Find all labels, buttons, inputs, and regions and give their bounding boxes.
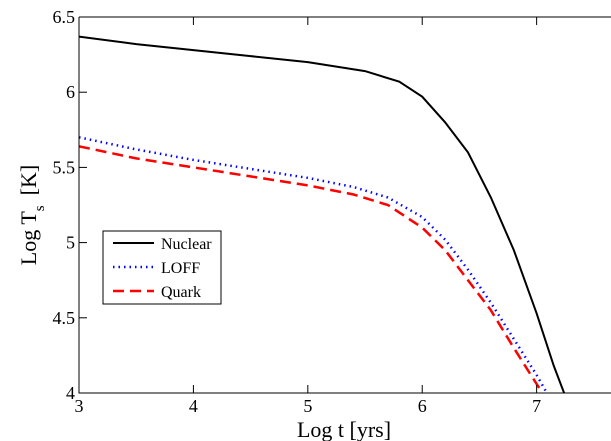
legend-label-nuclear: Nuclear [161,236,212,253]
plot-area [79,35,566,393]
y-tick-label: 6.5 [53,7,76,27]
y-axis-label-sub: s [32,205,48,211]
series-line-quark [79,145,544,393]
x-tick-label: 6 [418,396,427,416]
x-tick-label: 3 [75,396,84,416]
x-axis-label: Log t [yrs] [297,417,391,441]
series-line-nuclear [79,35,566,393]
axes: 3 4 5 6 744.555.566.5 [53,7,611,416]
y-tick-label: 6 [66,82,75,102]
y-tick-label: 4 [66,383,75,403]
y-axis-label: Log Ts [K] [16,165,48,265]
legend-label-quark: Quark [161,284,201,301]
y-axis-label-unit: [K] [16,165,41,196]
x-tick-label: 5 [303,396,312,416]
axes-frame [78,16,611,394]
y-tick-label: 4.5 [53,308,76,328]
x-tick-label: 7 [532,396,541,416]
svg-text:Log Ts[K]: Log Ts [K] [16,165,48,265]
y-tick-label: 5.5 [53,157,76,177]
legend: Nuclear LOFF Quark [102,230,222,305]
y-axis-label-main: Log T [16,211,41,266]
legend-label-loff: LOFF [161,260,200,277]
y-tick-label: 5 [66,233,75,253]
x-tick-label: 4 [189,396,198,416]
